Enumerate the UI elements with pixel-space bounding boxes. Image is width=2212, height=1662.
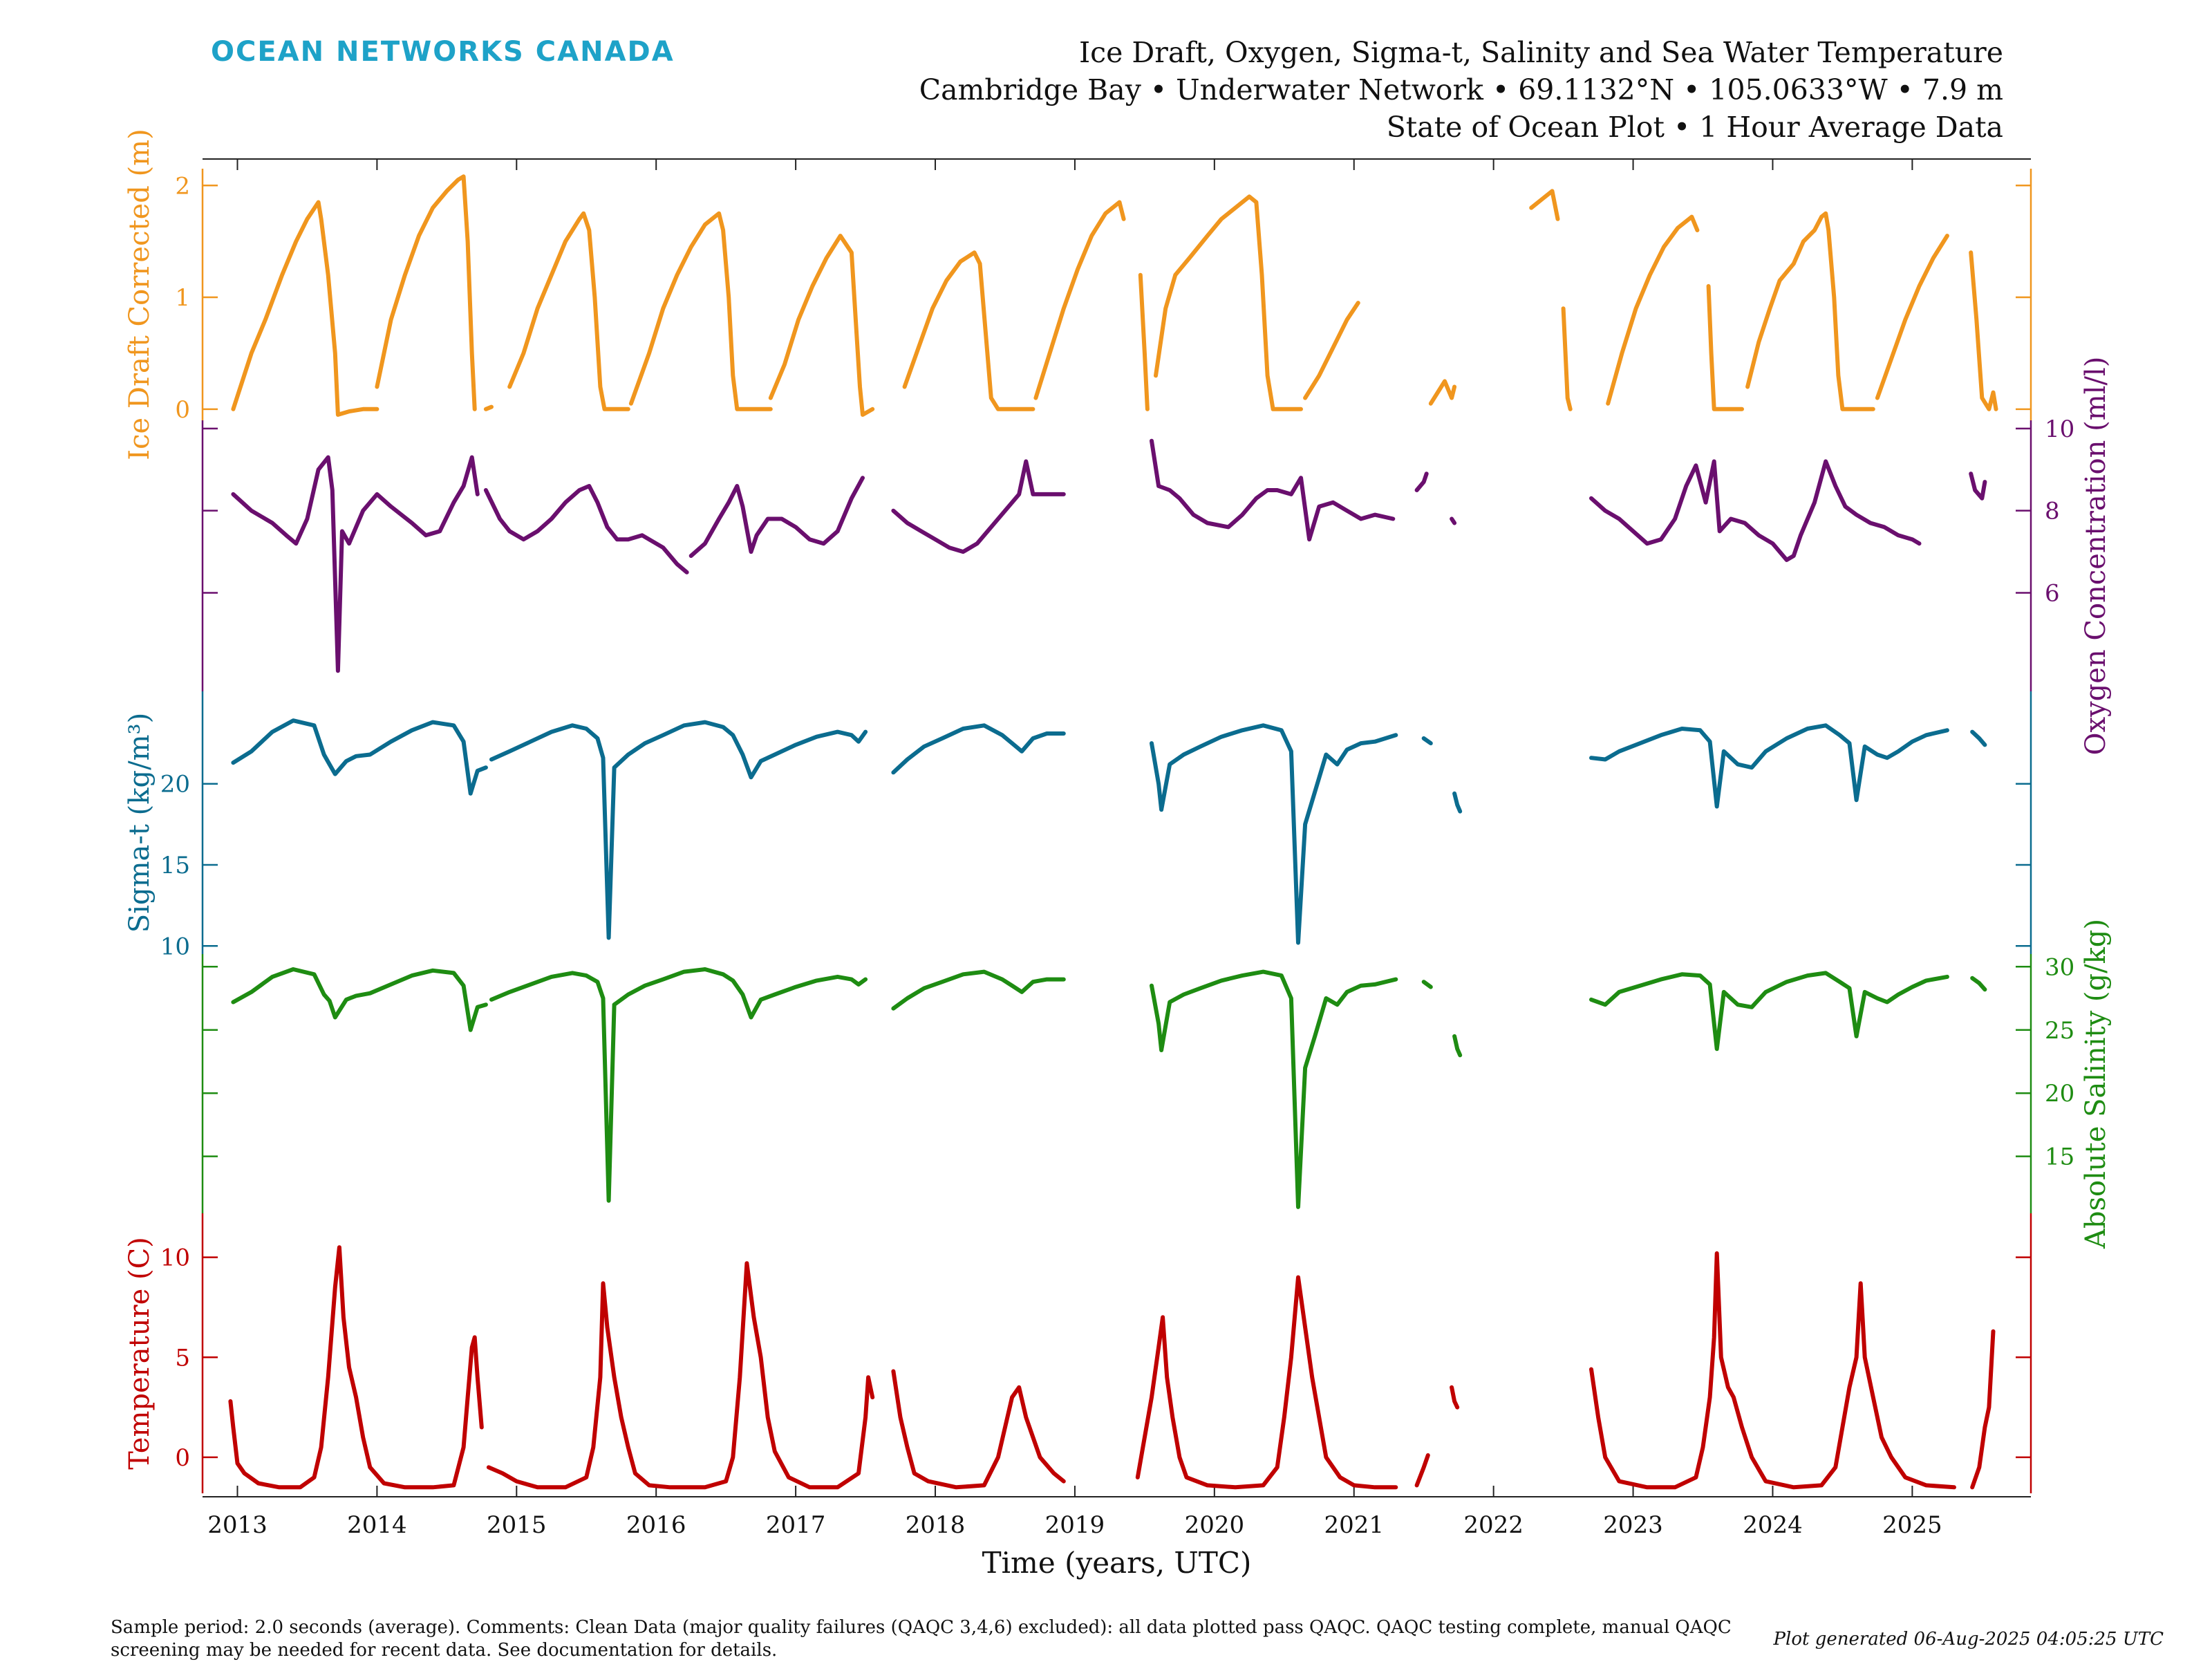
series-line — [486, 1261, 875, 1490]
y-axis-label: Oxygen Concentration (ml/l) — [2080, 357, 2112, 756]
series-line — [1428, 379, 1457, 406]
series-line — [688, 476, 865, 558]
series-line — [891, 969, 1066, 1011]
series-line — [1421, 980, 1433, 989]
series-line — [1452, 791, 1463, 814]
series-line — [1589, 723, 1949, 809]
y-tick-label: 15 — [2045, 1143, 2074, 1171]
series-line — [1589, 971, 1949, 1052]
series-line — [1969, 250, 1998, 411]
series-line — [228, 1245, 484, 1490]
series-line — [1606, 214, 1700, 406]
series-line — [483, 484, 689, 575]
y-tick-label: 30 — [2045, 953, 2074, 981]
series-line — [1303, 301, 1360, 400]
series-line — [1561, 306, 1573, 411]
y-tick-label: 25 — [2045, 1017, 2074, 1045]
x-tick-label: 2019 — [1045, 1511, 1105, 1539]
y-axis-label: Ice Draft Corrected (m) — [124, 129, 156, 460]
series-line — [1529, 189, 1560, 221]
x-tick-label: 2024 — [1743, 1511, 1803, 1539]
y-tick-label: 10 — [2045, 416, 2074, 443]
series-line — [489, 720, 868, 940]
series-line — [1969, 471, 1987, 501]
series-line — [489, 967, 868, 1203]
y-tick-label: 0 — [175, 1444, 190, 1472]
series-line — [1450, 516, 1457, 525]
x-tick-label: 2023 — [1603, 1511, 1663, 1539]
series-line — [891, 1369, 1066, 1490]
series-line — [1414, 1453, 1430, 1488]
series-line — [1589, 1251, 1956, 1490]
series-line — [1135, 1275, 1398, 1490]
series-line — [1150, 969, 1398, 1209]
series-line — [1138, 272, 1150, 411]
x-axis-label: Time (years, UTC) — [982, 1546, 1252, 1580]
chart-subtitle-location: Cambridge Bay • Underwater Network • 69.… — [919, 73, 2003, 106]
x-tick-label: 2016 — [626, 1511, 686, 1539]
x-tick-label: 2020 — [1185, 1511, 1245, 1539]
series-line — [1706, 283, 1744, 411]
series-line — [375, 174, 477, 411]
series-line — [768, 234, 875, 417]
series-line — [628, 211, 773, 411]
x-tick-label: 2013 — [207, 1511, 268, 1539]
x-tick-label: 2018 — [906, 1511, 966, 1539]
y-tick-label: 15 — [160, 852, 190, 879]
x-tick-label: 2021 — [1324, 1511, 1384, 1539]
series-line — [1154, 194, 1303, 411]
x-tick-label: 2015 — [487, 1511, 547, 1539]
y-tick-label: 20 — [2045, 1080, 2074, 1108]
brand-logo: OCEAN NETWORKS CANADA — [211, 36, 675, 68]
series-line — [1033, 200, 1126, 400]
chart-title: Ice Draft, Oxygen, Sigma-t, Salinity and… — [1078, 36, 2003, 69]
y-tick-label: 2 — [175, 172, 190, 200]
series-line — [891, 723, 1066, 775]
y-tick-label: 1 — [175, 284, 190, 312]
x-tick-label: 2025 — [1882, 1511, 1942, 1539]
footer-comment: Sample period: 2.0 seconds (average). Co… — [111, 1617, 1732, 1661]
series-line — [1450, 1385, 1460, 1410]
y-axis-label: Absolute Salinity (g/kg) — [2080, 919, 2112, 1249]
y-tick-label: 10 — [160, 1244, 190, 1272]
series-line — [1875, 234, 1949, 400]
y-tick-label: 6 — [2045, 579, 2060, 607]
series-line — [1970, 729, 1987, 747]
series-line — [902, 250, 1035, 411]
series-line — [1970, 1329, 1996, 1490]
generated-timestamp: Plot generated 06-Aug-2025 04:05:25 UTC — [1773, 1629, 2164, 1650]
x-tick-label: 2017 — [766, 1511, 826, 1539]
chart-subtitle-type: State of Ocean Plot • 1 Hour Average Dat… — [1386, 111, 2003, 144]
series-line — [891, 459, 1066, 554]
y-tick-label: 8 — [2045, 498, 2060, 525]
series-line — [1970, 975, 1987, 992]
y-tick-label: 20 — [160, 771, 190, 799]
series-line — [231, 200, 379, 417]
series-line — [231, 455, 480, 673]
series-line — [1452, 1034, 1463, 1058]
series-line — [483, 404, 494, 411]
y-tick-label: 0 — [175, 396, 190, 424]
y-tick-label: 10 — [160, 933, 190, 960]
series-line — [507, 211, 630, 411]
series-line — [231, 718, 488, 796]
x-tick-label: 2014 — [347, 1511, 407, 1539]
series-line — [1150, 723, 1398, 945]
series-line — [1421, 736, 1433, 746]
series-line — [231, 967, 488, 1032]
series-line — [1589, 459, 1922, 562]
y-axis-label: Temperature (C) — [124, 1237, 156, 1470]
y-axis-label: Sigma-t (kg/m³) — [124, 713, 156, 933]
x-tick-label: 2022 — [1463, 1511, 1524, 1539]
series-line — [1745, 211, 1875, 411]
series-line — [1414, 471, 1429, 492]
y-tick-label: 5 — [175, 1344, 190, 1372]
series-line — [1150, 438, 1396, 542]
